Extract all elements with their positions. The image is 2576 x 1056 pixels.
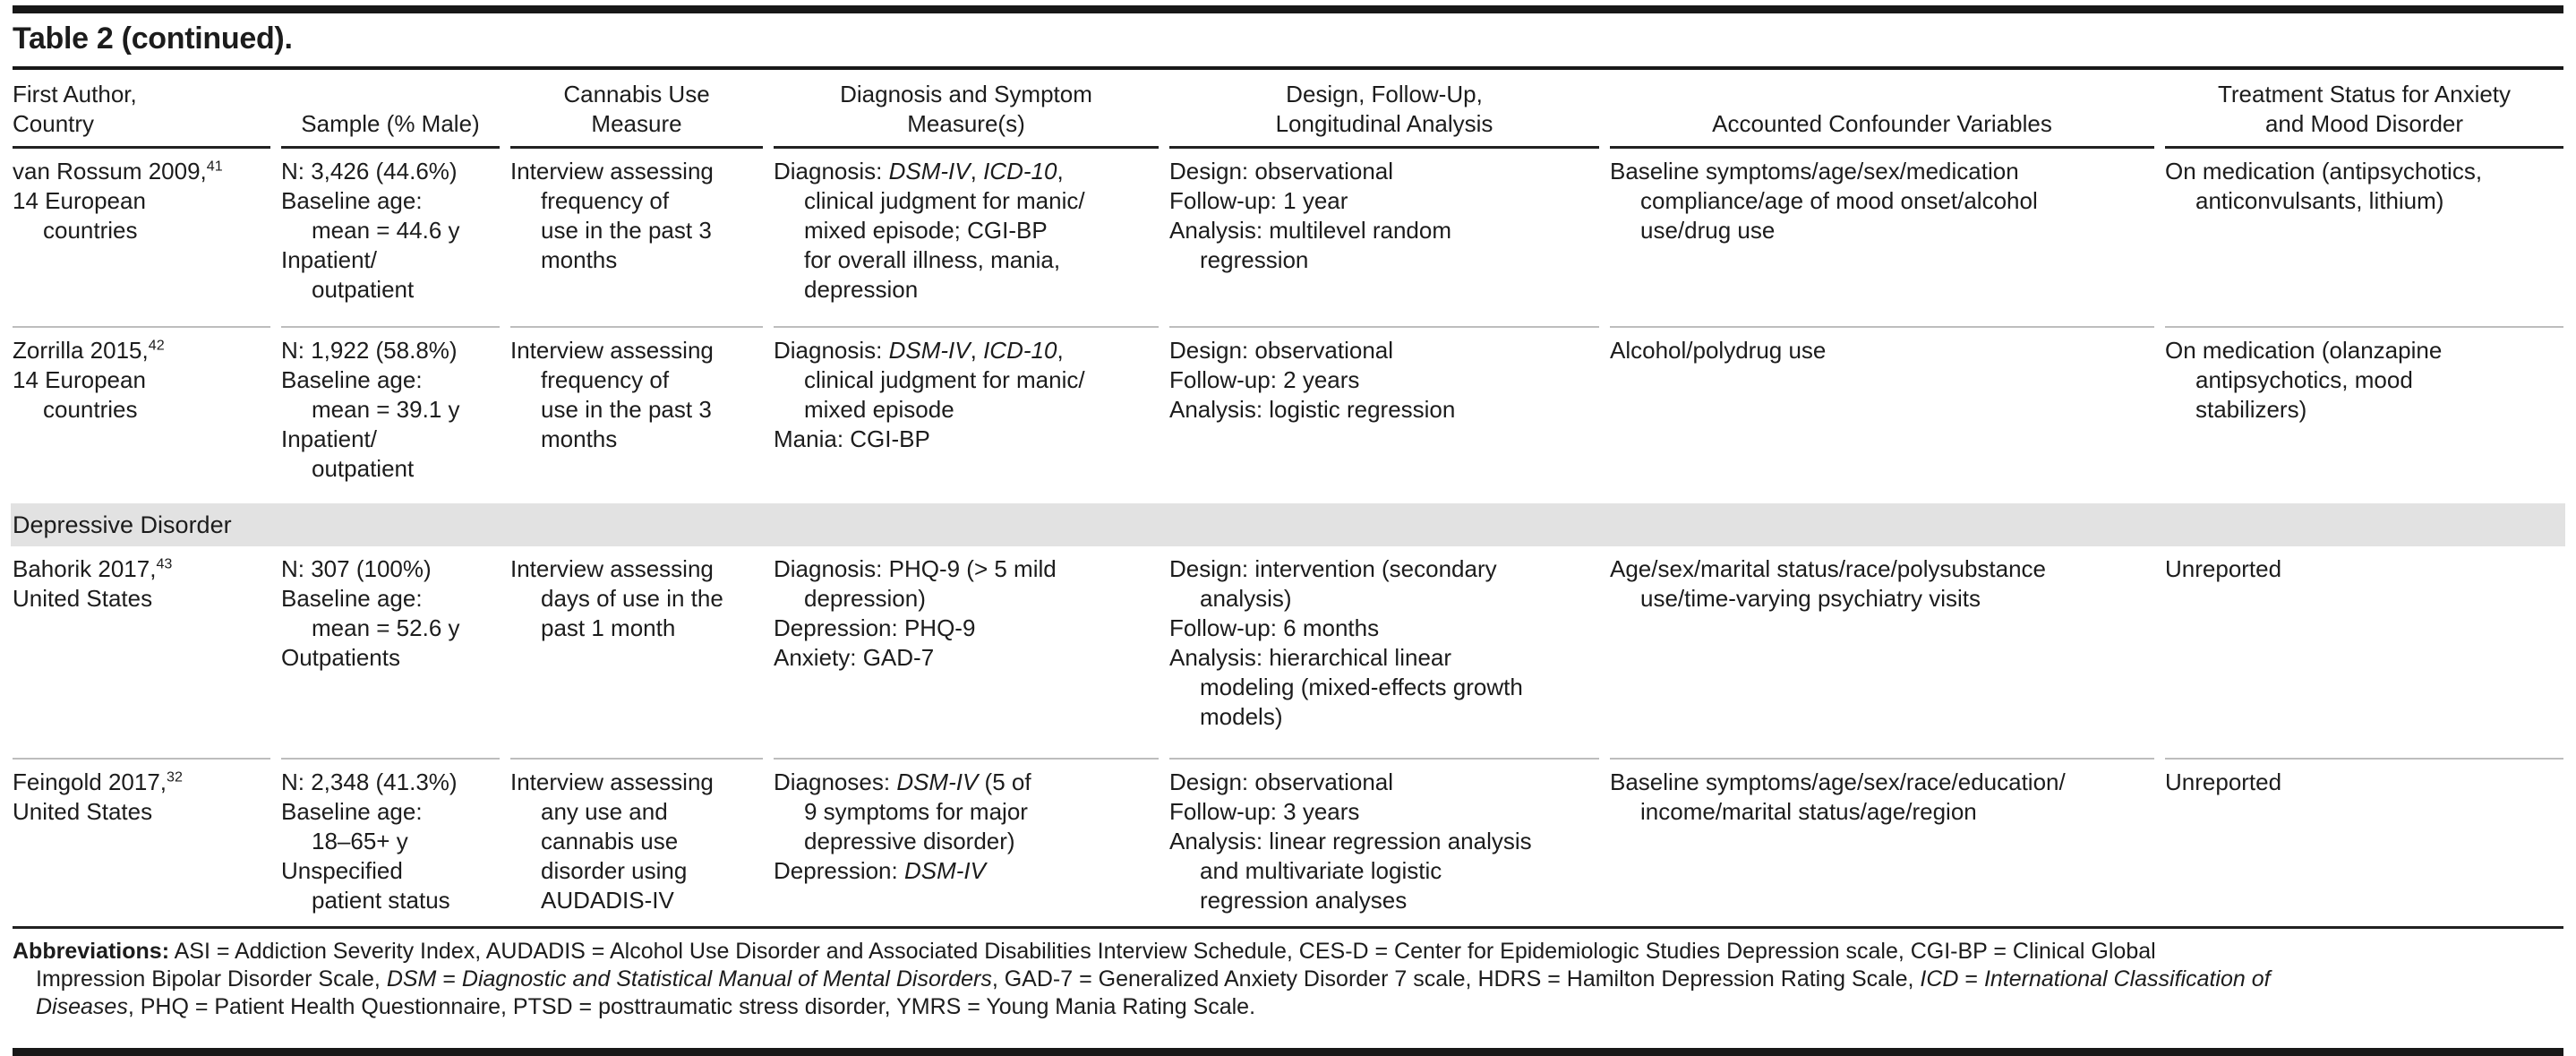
- table-row-zorrilla-2015: Zorrilla 2015,42 14 European countries N: …: [13, 326, 2563, 503]
- table-row-feingold-2017: Feingold 2017,32 United States N: 2,348 (…: [13, 758, 2563, 926]
- col-header-first-author-country: First Author, Country: [13, 70, 270, 149]
- col-header-diagnosis-symptom-measures: Diagnosis and Symptom Measure(s): [774, 70, 1159, 149]
- cell-confounder-variables: Alcohol/polydrug use: [1610, 326, 2154, 503]
- cell-first-author-country: Zorrilla 2015,42 14 European countries: [13, 326, 270, 503]
- footer-rule: [13, 926, 2563, 929]
- cell-treatment-status: On medication (antipsychotics, anticonvul…: [2165, 158, 2483, 214]
- cell-sample: N: 1,922 (58.8%) Baseline age: mean = 39.1…: [281, 326, 500, 503]
- cell-treatment-status: Unreported: [2165, 555, 2282, 582]
- section-header-label: Depressive Disorder: [13, 511, 232, 538]
- cell-confounder-variables: Baseline symptoms/age/sex/race/education…: [1610, 758, 2154, 926]
- col-header-confounder-variables: Accounted Confounder Variables: [1610, 70, 2154, 149]
- cell-design-followup-analysis: Design: observational Follow-up: 2 years A…: [1169, 326, 1599, 503]
- cell-cannabis-use-measure: Interview assessing any use and cannabis u…: [510, 758, 763, 926]
- cell-design-followup-analysis: Design: observational Follow-up: 1 year An…: [1169, 158, 1452, 273]
- abbreviations-note: Abbreviations: ASI = Addiction Severity …: [13, 939, 2271, 1019]
- cell-cannabis-use-measure: Interview assessing frequency of use in th…: [510, 326, 763, 503]
- cell-diagnosis-symptom-measures: Diagnoses: DSM-IV (5 of 9 symptoms for ma…: [774, 758, 1159, 926]
- cell-design-followup-analysis: Design: observational Follow-up: 3 years A…: [1169, 758, 1599, 926]
- cell-diagnosis-symptom-measures: Diagnosis: PHQ-9 (> 5 mild depression) Dep…: [774, 555, 1057, 671]
- section-header-depressive-disorder: Depressive Disorder: [11, 503, 2565, 546]
- table-title: Table 2 (continued).: [13, 21, 293, 56]
- cell-sample: N: 2,348 (41.3%) Baseline age: 18–65+ y Uns…: [281, 758, 500, 926]
- cell-cannabis-use-measure: Interview assessing frequency of use in th…: [510, 158, 714, 273]
- cell-first-author-country: van Rossum 2009,41 14 European countries: [13, 158, 223, 244]
- cell-design-followup-analysis: Design: intervention (secondary analysis)…: [1169, 555, 1523, 730]
- cell-first-author-country: Feingold 2017,32 United States: [13, 758, 270, 926]
- cell-diagnosis-symptom-measures: Diagnosis: DSM-IV, ICD-10, clinical judgm…: [774, 158, 1085, 303]
- col-header-sample: Sample (% Male): [281, 70, 500, 149]
- cell-confounder-variables: Baseline symptoms/age/sex/medication comp…: [1610, 158, 2038, 244]
- cell-treatment-status: Unreported: [2165, 758, 2563, 926]
- cell-diagnosis-symptom-measures: Diagnosis: DSM-IV, ICD-10, clinical judgm…: [774, 326, 1159, 503]
- col-header-cannabis-use-measure: Cannabis Use Measure: [510, 70, 763, 149]
- col-header-treatment-status: Treatment Status for Anxiety and Mood Dis…: [2165, 70, 2563, 149]
- table-row-van-rossum-2009: van Rossum 2009,41 14 European countries N…: [13, 149, 2563, 326]
- table-row-bahorik-2017: Bahorik 2017,43 United States N: 307 (100…: [13, 546, 2563, 758]
- top-rule: [13, 5, 2563, 13]
- cell-first-author-country: Bahorik 2017,43 United States: [13, 555, 173, 612]
- title-rule: [13, 66, 2563, 70]
- cell-confounder-variables: Age/sex/marital status/race/polysubstanc…: [1610, 555, 2047, 612]
- cell-cannabis-use-measure: Interview assessing days of use in the pas…: [510, 555, 723, 641]
- col-header-design-followup-analysis: Design, Follow-Up, Longitudinal Analysis: [1169, 70, 1599, 149]
- cell-sample: N: 3,426 (44.6%) Baseline age: mean = 44.6…: [281, 158, 460, 303]
- cell-treatment-status: On medication (olanzapine antipsychotics,…: [2165, 326, 2563, 503]
- bottom-rule: [13, 1048, 2563, 1056]
- table-header-row: First Author, Country Sample (% Male) Can…: [13, 70, 2563, 149]
